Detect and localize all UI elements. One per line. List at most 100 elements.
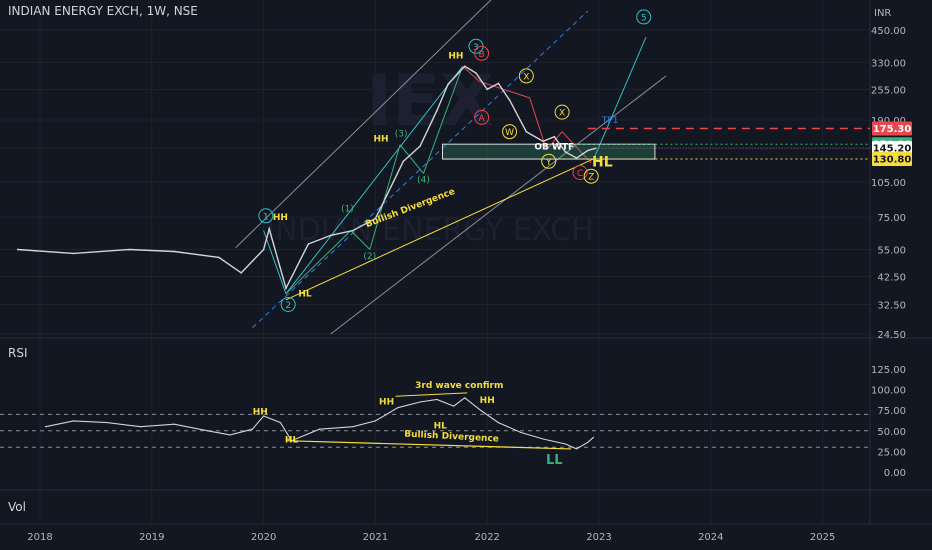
rsi-tick-label: 125.00 [871,365,906,376]
rsi-bullish-divergence-line [285,440,572,450]
price-point [497,82,500,85]
wave-line-correction [462,65,480,82]
price-point [402,160,405,163]
rsi-point [453,405,455,407]
price-point [374,217,377,220]
annotation-label: HH [448,52,463,62]
rsi-annotation-label: LL [546,453,563,468]
wave-label: 3 [473,43,479,53]
price-point [268,228,270,230]
wave-line-minor [399,144,424,174]
rsi-point [419,401,421,403]
annotation-label: OB WTF [534,143,574,153]
wave-label: X [523,72,529,82]
price-tick-label: 75.00 [877,213,906,224]
price-point [508,99,511,101]
channel-lower-line [330,75,667,335]
watermark-sub: INDIAN ENERGY EXCH [266,213,593,248]
wave-label-circle [541,153,557,169]
wave-label: C [577,169,583,179]
price-point [475,72,477,74]
rsi-confirm-line [395,392,468,397]
rsi-annotation-label: Bullish Divergence [404,430,499,445]
price-point [128,248,131,251]
wave-line-primary [263,230,287,294]
wave-line-correction [561,131,592,164]
rsi-tick-label: 75.00 [877,406,906,417]
time-tick-label: 2020 [251,532,276,543]
rsi-point [318,428,321,430]
rsi-annotation-label: HH [480,396,495,406]
price-tag-label: 145.20 [873,144,912,155]
wave-label: Y [545,158,552,168]
wave-label: (1) [341,204,354,214]
channel-mid-dashed-line [252,10,589,329]
price-point [329,234,332,237]
rsi-annotation-label: 3rd wave confirm [415,381,503,391]
price-tick-label: 450.00 [871,26,906,37]
time-tick-label: 2025 [810,532,835,543]
wave-label: A [479,114,486,124]
rsi-point [44,426,47,428]
price-point [575,157,578,159]
wave-label: (3) [395,129,408,139]
rsi-point [464,397,466,399]
wave-label-circle [258,208,274,224]
price-point [285,287,287,289]
vol-panel-label: Vol [8,500,26,514]
rsi-point [520,431,522,434]
annotation-label: HH [273,213,288,223]
price-point [240,272,243,274]
rsi-point [251,428,254,430]
rsi-point [229,434,231,436]
wave-label-circle [502,124,518,140]
price-tick-label: 32.50 [877,300,906,311]
price-point [307,243,310,245]
price-point [542,140,544,143]
price-tick-label: 42.50 [877,272,906,283]
wave-label-circle [474,109,490,125]
rsi-point [587,441,589,443]
rsi-point [140,426,142,428]
price-point [16,248,19,251]
price-point [385,195,388,197]
time-tick-label: 2023 [586,532,611,543]
rsi-point [263,415,265,417]
rsi-point [542,438,544,440]
price-tag-bg [872,121,912,136]
price-point [447,83,449,85]
rsi-point [207,430,209,432]
price-tag-label: 130.80 [873,155,912,166]
wave-label-circle [518,68,534,84]
rsi-tick-label: 100.00 [871,386,906,397]
wave-label: 1 [263,212,269,222]
rsi-point [576,448,578,450]
rsi-point [497,421,499,424]
price-line [17,65,596,291]
wave-label: X [559,109,565,119]
wave-label: (2) [363,252,376,262]
rsi-tick-label: 0.00 [884,468,906,479]
wave-label-circle [636,9,652,25]
wave-label: B [479,50,485,60]
wave-line-minor [285,230,352,295]
wave-label: Z [588,173,594,183]
price-point [218,256,220,259]
rsi-point [279,421,281,424]
channel-upper-line [235,0,492,249]
price-point [486,88,489,91]
currency-label: INR [874,8,891,19]
rsi-annotation-label: HL [285,435,299,445]
price-tick-label: 255.00 [871,85,906,96]
price-tag-bg [872,141,912,156]
rsi-point [72,420,75,422]
annotation-label: HH [373,134,388,144]
rsi-point [106,421,108,424]
price-point [419,145,421,147]
price-tick-label: 330.00 [871,58,906,69]
wave-label-circle [583,168,599,184]
price-tag-label: 175.30 [873,124,912,135]
wave-line-primary [285,65,463,295]
rsi-annotation-label: HH [379,397,394,407]
